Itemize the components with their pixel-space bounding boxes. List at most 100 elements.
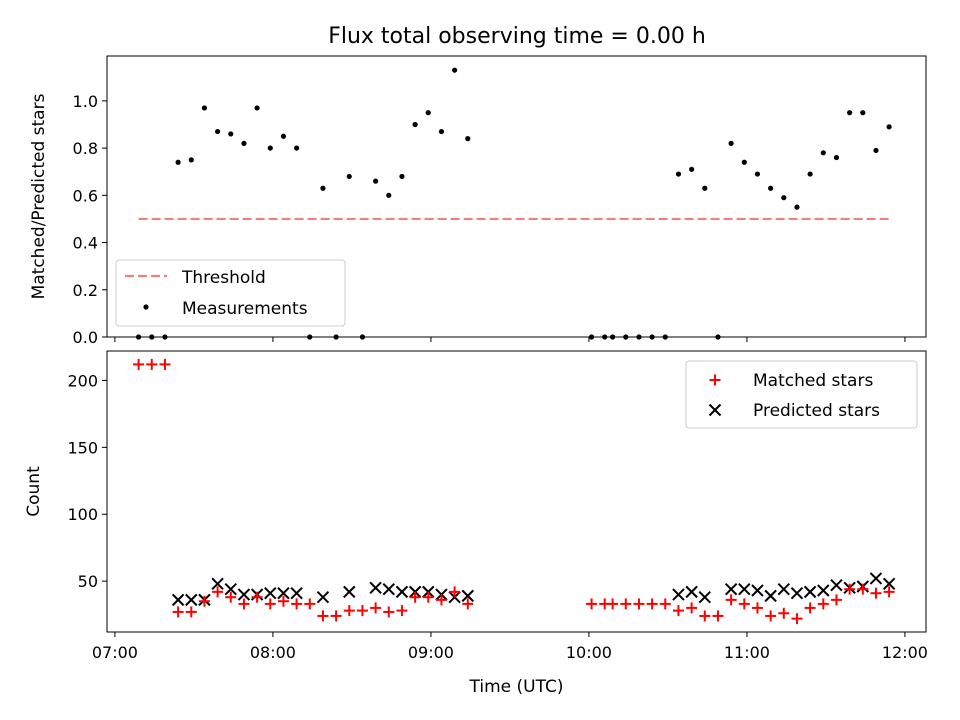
legend-threshold-label: Threshold xyxy=(181,268,266,288)
predicted-point xyxy=(738,582,751,596)
matched-point xyxy=(133,358,145,370)
measurement-point xyxy=(873,147,879,154)
measurement-point xyxy=(833,154,840,161)
y-tick-label: 150 xyxy=(67,438,98,457)
matched-point xyxy=(646,598,658,610)
measurement-point xyxy=(847,110,853,116)
measurement-point xyxy=(438,128,445,135)
legend-measurement-label: Measurements xyxy=(182,299,308,319)
matched-point xyxy=(738,598,750,610)
matched-point xyxy=(844,583,856,595)
measurement-point xyxy=(267,145,273,151)
y-tick-label: 0.8 xyxy=(73,139,98,158)
measurement-point xyxy=(465,136,471,142)
measurement-point xyxy=(346,173,352,180)
measurement-point xyxy=(175,159,181,165)
matched-point xyxy=(686,602,698,614)
chart-title: Flux total observing time = 0.00 h xyxy=(328,24,706,49)
predicted-point xyxy=(817,584,830,597)
matched-point xyxy=(304,598,316,610)
measurement-point xyxy=(228,131,234,137)
matched-point xyxy=(791,613,803,625)
matched-point xyxy=(620,598,632,610)
predicted-point xyxy=(790,586,804,600)
predicted-point xyxy=(369,581,382,595)
y-tick-label: 0.0 xyxy=(73,328,98,347)
x-tick-label: 11:00 xyxy=(724,643,770,662)
matched-point xyxy=(830,594,842,606)
y-tick-label: 0.4 xyxy=(73,234,98,253)
matched-point xyxy=(633,598,645,610)
predicted-point xyxy=(395,585,409,599)
matched-point xyxy=(883,586,895,598)
predicted-point xyxy=(277,586,290,600)
predicted-point xyxy=(461,589,474,603)
matched-point xyxy=(607,598,619,610)
matched-point xyxy=(370,602,382,614)
measurement-point xyxy=(412,121,418,128)
matched-point xyxy=(462,598,474,610)
y-tick-label: 50 xyxy=(78,572,98,591)
matched-point xyxy=(778,607,790,619)
predicted-point xyxy=(698,591,711,604)
legend-matched-label: Matched stars xyxy=(753,371,873,391)
matched-point xyxy=(765,610,777,622)
predicted-point xyxy=(264,586,277,600)
top-axes: 0.0 0.2 0.4 0.6 0.8 1.0 Matched/Predicted star… xyxy=(29,55,927,347)
legend-matched-swatch xyxy=(709,374,721,386)
measurement-point xyxy=(452,67,458,73)
matched-point xyxy=(146,358,158,370)
matched-point xyxy=(264,598,276,610)
measurement-point xyxy=(373,178,379,184)
measurement-point xyxy=(399,173,405,180)
x-tick-label: 10:00 xyxy=(566,643,612,662)
legend-predicted-label: Predicted stars xyxy=(753,401,880,421)
matched-point xyxy=(449,586,461,598)
measurement-point xyxy=(689,166,695,172)
predicted-point xyxy=(316,591,330,604)
measurement-point xyxy=(886,124,892,130)
matched-point xyxy=(870,587,882,599)
matched-point xyxy=(225,591,237,603)
matched-point xyxy=(330,610,342,622)
measurement-point xyxy=(675,171,682,177)
predicted-point xyxy=(724,582,738,596)
measurement-point xyxy=(201,105,208,111)
top-axes-frame xyxy=(106,55,927,338)
matched-point xyxy=(212,586,224,598)
matched-point xyxy=(277,595,289,607)
x-tick-label: 12:00 xyxy=(882,643,928,662)
matched-point xyxy=(343,605,355,617)
matched-point xyxy=(817,598,829,610)
predicted-point xyxy=(237,588,251,601)
y-tick-label: 0.6 xyxy=(73,186,98,205)
y-axis-label: Count xyxy=(24,466,44,517)
matched-point xyxy=(238,598,250,610)
measurement-point xyxy=(768,185,774,191)
matched-point xyxy=(751,602,763,614)
measurement-point xyxy=(425,110,431,116)
legend-box xyxy=(685,360,918,429)
predicted-point xyxy=(777,582,791,596)
measurement-point xyxy=(860,110,866,116)
y-tick-label: 1.0 xyxy=(73,92,98,111)
matched-point xyxy=(159,358,171,370)
x-tick-label: 08:00 xyxy=(250,643,296,662)
measurement-point xyxy=(386,192,392,198)
predicted-point xyxy=(290,586,303,600)
predicted-point xyxy=(685,585,698,599)
matched-point xyxy=(586,598,598,610)
measurement-point xyxy=(820,150,826,156)
matched-point xyxy=(251,591,263,603)
matched-point xyxy=(672,605,684,617)
matched-point xyxy=(409,591,421,603)
y-axis-label: Matched/Predicted stars xyxy=(29,93,49,299)
matched-point xyxy=(317,610,329,622)
measurement-point xyxy=(702,185,708,191)
y-tick-label: 100 xyxy=(67,505,98,524)
y-tick-label: 200 xyxy=(67,371,98,390)
matched-point xyxy=(659,598,671,610)
y-tick-label: 0.2 xyxy=(73,281,98,300)
predicted-point xyxy=(185,593,198,607)
predicted-point xyxy=(869,572,883,585)
